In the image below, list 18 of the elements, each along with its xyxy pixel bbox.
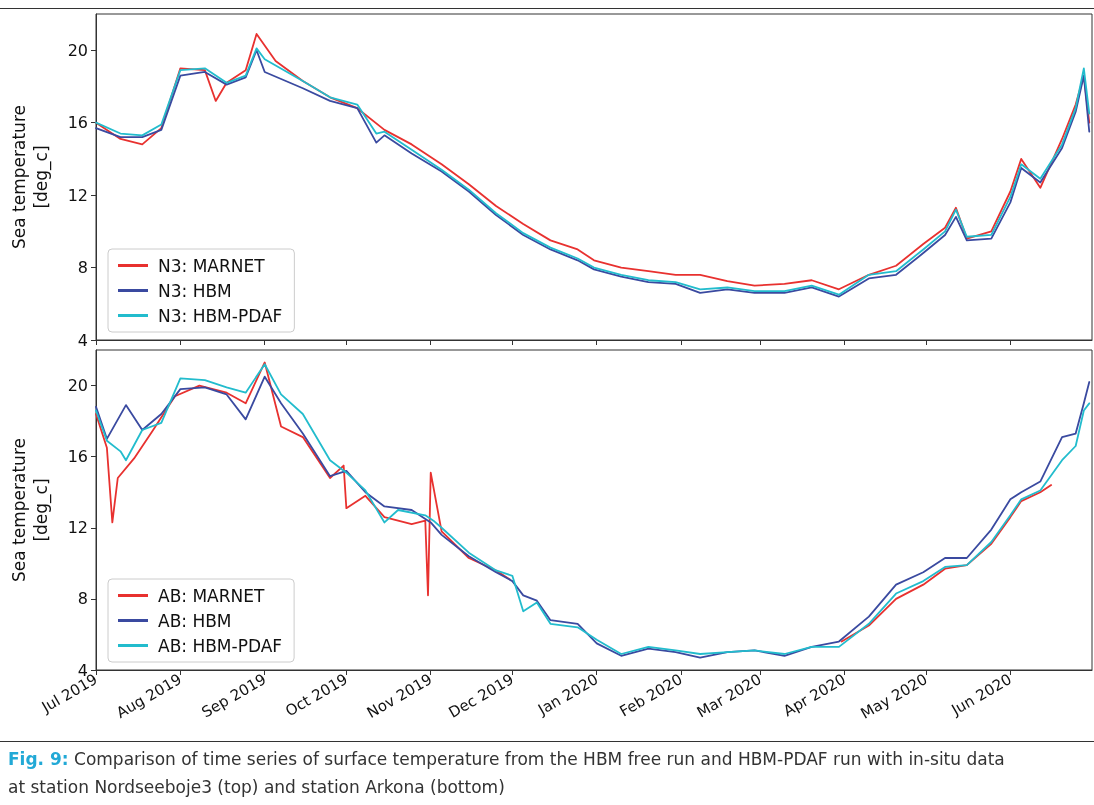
y-tick-label: 4 bbox=[77, 330, 88, 350]
y-tick-label: 12 bbox=[67, 518, 88, 538]
caption: Fig. 9: Comparison of time series of surface temperature from the HBM free run and HBM-PDAF run with in-situ data at station Nordseeboje3 (top) and station Arkona (bottom) bbox=[8, 748, 1006, 799]
y-tick-label: 8 bbox=[77, 258, 88, 278]
y-tick-label: 16 bbox=[67, 113, 88, 133]
y-tick-label: 20 bbox=[67, 376, 88, 396]
legend-label: AB: HBM bbox=[158, 610, 232, 631]
y-axis-title: Sea temperature [deg_c] bbox=[9, 105, 52, 249]
y-tick-label: 12 bbox=[67, 185, 88, 205]
legend-label: N3: HBM-PDAF bbox=[158, 305, 283, 326]
y-axis-title: Sea temperature [deg_c] bbox=[9, 438, 52, 582]
y-tick-label: 20 bbox=[67, 40, 88, 60]
legend-label: AB: MARNET bbox=[158, 585, 265, 606]
legend-label: N3: HBM bbox=[158, 280, 232, 301]
y-tick-label: 8 bbox=[77, 589, 88, 609]
legend-label: N3: MARNET bbox=[158, 255, 266, 276]
y-tick-label: 16 bbox=[67, 447, 88, 467]
legend-label: AB: HBM-PDAF bbox=[158, 635, 283, 656]
